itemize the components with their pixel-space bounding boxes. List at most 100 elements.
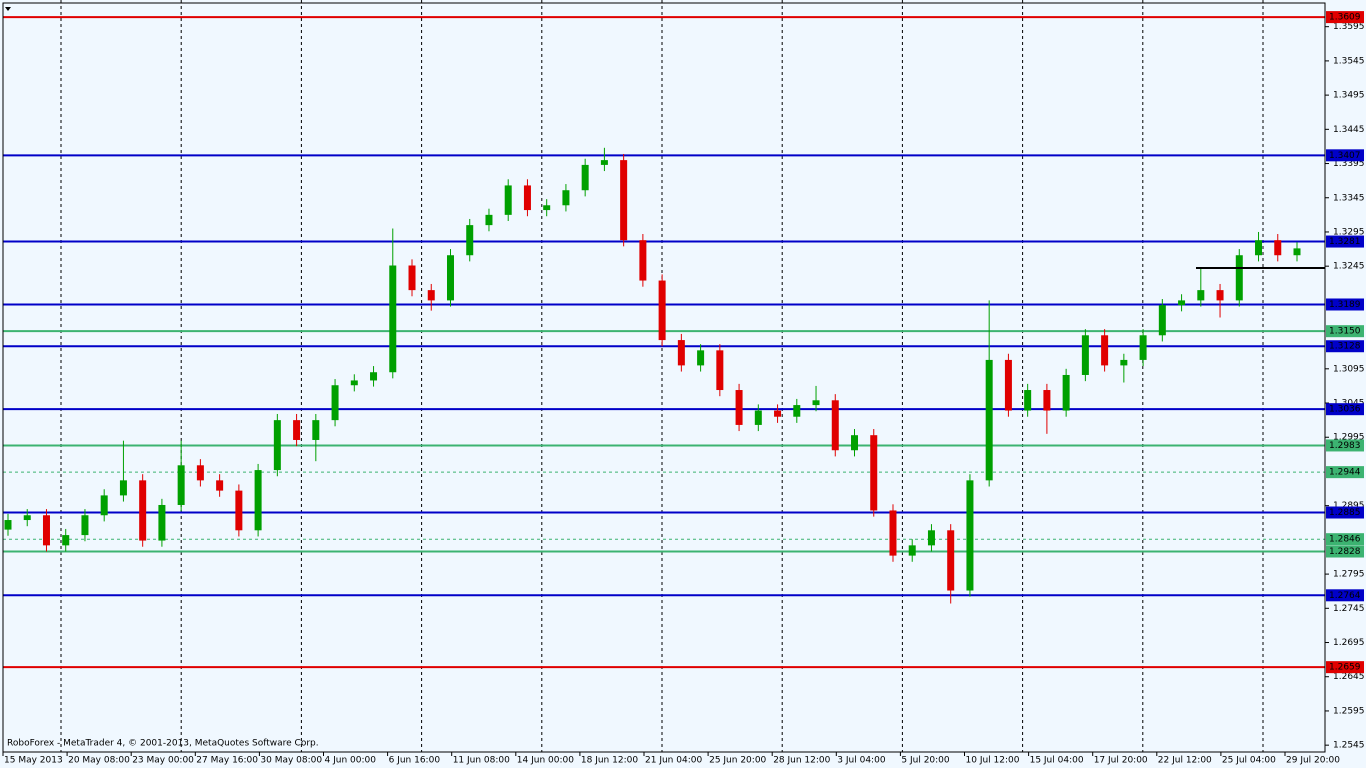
x-tick-label: 30 May 08:00 bbox=[260, 756, 322, 766]
candle-body bbox=[908, 545, 916, 556]
x-tick-label: 23 May 00:00 bbox=[132, 756, 194, 766]
y-tick-label: 1.3595 bbox=[1333, 22, 1365, 32]
level-label: 1.2944 bbox=[1329, 468, 1361, 478]
y-tick-label: 1.3395 bbox=[1333, 159, 1365, 169]
candle-body bbox=[42, 515, 50, 546]
level-label: 1.3150 bbox=[1329, 327, 1361, 337]
candle-body bbox=[1004, 359, 1012, 411]
candle-body bbox=[562, 190, 570, 206]
candle-body bbox=[446, 255, 454, 301]
x-tick-label: 29 Jul 20:00 bbox=[1286, 756, 1340, 766]
candle-body bbox=[1120, 359, 1128, 366]
candle-body bbox=[735, 390, 743, 425]
y-tick-label: 1.2645 bbox=[1333, 672, 1365, 682]
level-label: 1.3407 bbox=[1329, 151, 1361, 161]
footer-text: RoboForex - MetaTrader 4, © 2001-2013, M… bbox=[7, 739, 319, 749]
candle-body bbox=[1197, 290, 1205, 301]
level-label: 1.3281 bbox=[1329, 237, 1361, 247]
candle-body bbox=[793, 405, 801, 417]
x-tick-label: 20 May 08:00 bbox=[68, 756, 130, 766]
candle-body bbox=[870, 435, 878, 511]
candle-body bbox=[851, 435, 859, 451]
x-tick-label: 25 Jun 20:00 bbox=[709, 756, 766, 766]
x-tick-label: 21 Jun 04:00 bbox=[645, 756, 702, 766]
level-label: 1.3036 bbox=[1329, 405, 1361, 415]
x-tick-label: 3 Jul 04:00 bbox=[837, 756, 886, 766]
menu-arrow[interactable] bbox=[5, 7, 11, 11]
candle-body bbox=[254, 470, 262, 531]
y-tick-label: 1.3245 bbox=[1333, 262, 1365, 272]
level-tag bbox=[1326, 149, 1364, 162]
level-label: 1.3609 bbox=[1329, 13, 1361, 23]
candle-body bbox=[158, 504, 166, 541]
level-tag bbox=[1326, 533, 1364, 546]
candle-body bbox=[177, 465, 185, 505]
candle-body bbox=[408, 265, 416, 291]
candle-body bbox=[466, 225, 474, 256]
level-label: 1.2764 bbox=[1329, 591, 1361, 601]
candle-body bbox=[831, 400, 839, 451]
candle-body bbox=[774, 410, 782, 417]
level-tag bbox=[1326, 11, 1364, 24]
candle-body bbox=[331, 385, 339, 421]
candle-body bbox=[889, 510, 897, 556]
candle-body bbox=[62, 535, 70, 546]
candle-body bbox=[639, 240, 647, 281]
level-tag bbox=[1326, 661, 1364, 674]
candle-body bbox=[312, 420, 320, 440]
level-label: 1.2846 bbox=[1329, 535, 1361, 545]
candle-body bbox=[216, 480, 224, 491]
x-tick-label: 6 Jun 16:00 bbox=[389, 756, 441, 766]
axis: 1.3595 1.3545 1.3495 1.3445 1.3395 1.3345 1.32… bbox=[2, 11, 1365, 766]
candle-body bbox=[677, 340, 685, 366]
candle-body bbox=[754, 410, 762, 425]
level-tag bbox=[1326, 439, 1364, 452]
candle-body bbox=[812, 400, 820, 406]
candle-body bbox=[1101, 335, 1109, 366]
candle-body bbox=[1081, 335, 1089, 375]
candle-body bbox=[716, 350, 724, 391]
y-tick-label: 1.2895 bbox=[1333, 501, 1365, 511]
candle-body bbox=[966, 480, 974, 591]
candle-body bbox=[4, 520, 12, 530]
candle-body bbox=[1235, 255, 1243, 301]
x-tick-label: 28 Jun 12:00 bbox=[773, 756, 830, 766]
candle-body bbox=[947, 530, 955, 591]
y-tick-label: 1.3445 bbox=[1333, 125, 1365, 135]
level-tag bbox=[1326, 235, 1364, 248]
candle-body bbox=[1274, 240, 1282, 256]
candle-body bbox=[100, 495, 108, 516]
candle-body bbox=[697, 350, 705, 366]
candle-body bbox=[273, 420, 281, 471]
x-tick-label: 14 Jun 00:00 bbox=[517, 756, 574, 766]
candle-body bbox=[1216, 290, 1224, 301]
candle-body bbox=[1043, 390, 1051, 411]
level-label: 1.3128 bbox=[1329, 342, 1361, 352]
candle-body bbox=[389, 265, 397, 373]
y-tick-label: 1.3095 bbox=[1333, 364, 1365, 374]
y-tick-label: 1.2595 bbox=[1333, 706, 1365, 716]
candle-body bbox=[293, 420, 301, 440]
x-tick-label: 22 Jul 12:00 bbox=[1158, 756, 1212, 766]
y-tick-label: 1.2745 bbox=[1333, 604, 1365, 614]
y-tick-label: 1.2795 bbox=[1333, 570, 1365, 580]
candle-body bbox=[620, 160, 628, 241]
level-tag bbox=[1326, 340, 1364, 353]
y-tick-label: 1.3545 bbox=[1333, 56, 1365, 66]
level-tag bbox=[1326, 325, 1364, 338]
grid bbox=[60, 0, 1264, 752]
level-label: 1.3189 bbox=[1329, 300, 1361, 310]
y-tick-label: 1.2695 bbox=[1333, 638, 1365, 648]
y-tick-label: 1.3495 bbox=[1333, 91, 1365, 101]
candle-body bbox=[119, 480, 127, 496]
candle-body bbox=[81, 515, 89, 536]
x-tick-label: 27 May 16:00 bbox=[196, 756, 258, 766]
level-tag bbox=[1326, 506, 1364, 519]
candle-body bbox=[658, 280, 666, 341]
y-tick-label: 1.2545 bbox=[1333, 741, 1365, 751]
y-tick-label: 1.3295 bbox=[1333, 227, 1365, 237]
candles bbox=[4, 147, 1301, 604]
plot-frame bbox=[2, 2, 1326, 753]
candle-body bbox=[1158, 305, 1166, 336]
